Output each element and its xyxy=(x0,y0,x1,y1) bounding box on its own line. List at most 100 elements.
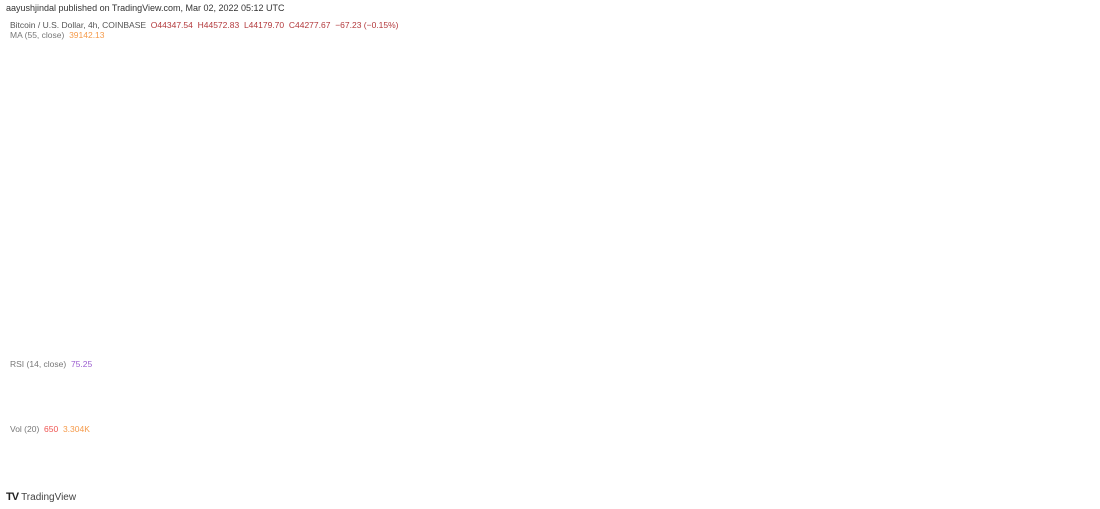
price-tick-label: 42000.00 xyxy=(1061,131,1092,140)
ohlc-open: O44347.54 xyxy=(150,20,193,30)
projection-down-line xyxy=(719,71,740,101)
volume-bar xyxy=(63,463,67,472)
candle-down xyxy=(217,70,222,96)
volume-bar xyxy=(257,460,261,472)
volume-bar xyxy=(648,451,653,472)
vol-tick-label: 4K xyxy=(1061,446,1070,455)
candle-up xyxy=(292,117,296,122)
volume-bar xyxy=(283,460,287,472)
volume-bar xyxy=(622,456,626,472)
volume-bar xyxy=(551,456,556,472)
candle-down xyxy=(389,153,393,176)
candle-up xyxy=(23,201,28,241)
volume-bar xyxy=(582,446,587,472)
candle-up xyxy=(560,232,565,261)
volume-bar xyxy=(41,462,45,472)
volume-bar xyxy=(28,440,32,472)
tradingview-logo[interactable]: TV TradingView xyxy=(6,491,76,503)
candle-up xyxy=(595,204,600,210)
candle-up xyxy=(80,148,85,153)
rsi-band xyxy=(4,372,1055,410)
candle-up xyxy=(314,118,318,128)
candle-down xyxy=(37,145,41,152)
volume-bar xyxy=(393,460,397,472)
projection-up-line xyxy=(751,47,769,98)
ma-legend[interactable]: MA (55, close) 39142.13 xyxy=(10,30,105,40)
support-34335-axis-badge xyxy=(1055,334,1100,345)
volume-bar xyxy=(296,454,301,472)
volume-bar xyxy=(516,448,521,472)
volume-bar xyxy=(455,462,459,472)
fib-label: 1.236(35138.34) xyxy=(995,308,1051,317)
price-tick-label: 35000.00 xyxy=(1061,318,1092,327)
volume-bar xyxy=(639,464,644,472)
volume-bar xyxy=(305,463,309,472)
candle-down xyxy=(468,206,472,254)
candle-down xyxy=(279,126,283,130)
volume-bar xyxy=(301,459,305,472)
volume-bar xyxy=(683,464,688,472)
volume-bar xyxy=(538,425,543,472)
candle-down xyxy=(142,73,147,96)
x-tick-label: 3 xyxy=(731,475,736,484)
volume-bar xyxy=(72,463,76,472)
candle-down xyxy=(477,216,481,238)
currency-label: USD xyxy=(1067,23,1082,30)
candle-up xyxy=(697,79,701,90)
vol-legend[interactable]: Vol (20) 650 3.304K xyxy=(10,424,90,434)
volume-bar xyxy=(710,462,714,472)
candle-up xyxy=(459,216,464,230)
volume-bar xyxy=(705,464,710,472)
rsi-tick-label: 40.00 xyxy=(1061,397,1080,406)
x-tick-label: 21 xyxy=(457,475,466,484)
ohlc-high: H44572.83 xyxy=(197,20,240,30)
logo-text: TradingView xyxy=(21,491,77,503)
volume-bar xyxy=(125,458,129,472)
x-tick-label: 9 xyxy=(138,475,143,484)
volume-bar xyxy=(81,460,85,472)
volume-bar xyxy=(406,459,411,472)
candle-down xyxy=(631,201,635,204)
volume-bar xyxy=(463,458,468,472)
candle-up xyxy=(494,252,499,274)
volume-bar xyxy=(380,437,384,472)
candle-down xyxy=(397,169,402,174)
rsi-legend[interactable]: RSI (14, close) 75.25 xyxy=(10,359,92,369)
volume-bar xyxy=(679,456,683,472)
price-tick-label: 43000.00 xyxy=(1061,104,1092,113)
volume-bar xyxy=(556,438,560,472)
volume-bar xyxy=(94,462,98,472)
volume-bar xyxy=(111,461,116,472)
candle-up xyxy=(626,201,631,213)
volume-bar xyxy=(349,456,353,472)
volume-bar xyxy=(345,457,349,472)
price-tick-label: 45000.00 xyxy=(1061,51,1092,60)
symbol-legend: Bitcoin / U.S. Dollar, 4h, COINBASE O443… xyxy=(10,20,399,30)
candle-down xyxy=(221,94,226,98)
volume-bar xyxy=(512,453,516,472)
volume-bar xyxy=(635,425,639,472)
volume-bar xyxy=(441,456,446,472)
candle-up xyxy=(463,206,468,218)
bar-countdown: 02:47:56 xyxy=(1061,80,1090,89)
volume-bar xyxy=(243,455,248,472)
candle-up xyxy=(98,124,103,141)
volume-bar xyxy=(428,461,433,472)
volume-bar xyxy=(485,458,490,472)
candle-up xyxy=(609,206,613,209)
candle-down xyxy=(239,93,244,116)
ma-value: 39142.13 xyxy=(69,30,105,40)
candle-up xyxy=(490,273,494,278)
volume-bar xyxy=(362,457,367,472)
volume-bar xyxy=(525,458,529,472)
volume-bar xyxy=(89,461,94,472)
volume-bar xyxy=(217,445,221,472)
volume-bar xyxy=(626,453,631,472)
price-tick-label: 34000.00 xyxy=(1061,344,1092,353)
candle-down xyxy=(146,94,151,104)
candle-down xyxy=(296,117,301,128)
candle-down xyxy=(419,184,424,188)
candle-up xyxy=(111,110,116,117)
volume-bar xyxy=(103,455,107,472)
